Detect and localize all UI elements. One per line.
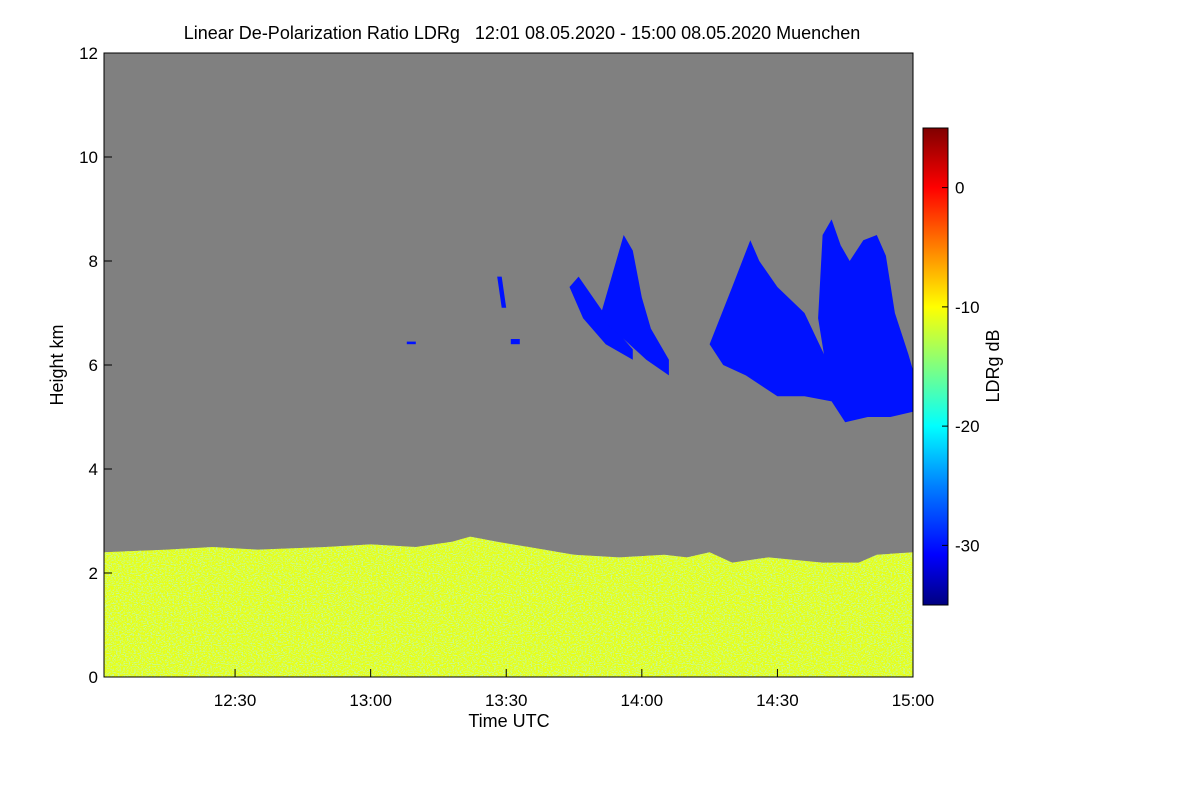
cirrus-cloud-5 <box>497 276 507 308</box>
cirrus-cloud-2 <box>709 240 832 402</box>
colorbar-tick-label: -10 <box>955 298 980 317</box>
boundary-layer-texture <box>104 536 913 677</box>
x-tick-label: 14:30 <box>756 691 799 710</box>
y-tick-label: 10 <box>79 148 98 167</box>
cirrus-cloud-3 <box>818 219 913 423</box>
boundary-layer <box>104 536 913 677</box>
y-tick-label: 2 <box>89 564 98 583</box>
colorbar-tick-label: 0 <box>955 179 964 198</box>
cirrus-cloud-1 <box>601 235 669 376</box>
x-axis: 12:30 13:00 13:30 14:00 14:30 15:00 <box>214 669 934 710</box>
colorbar: 0 -10 -20 -30 LDRg dB <box>922 127 1003 606</box>
colorbar-ticks: 0 -10 -20 -30 <box>942 179 980 555</box>
colorbar-tick-label: -20 <box>955 417 980 436</box>
y-tick-label: 0 <box>89 668 98 687</box>
y-axis: 0 2 4 6 8 10 12 <box>79 44 112 687</box>
x-tick-label: 13:00 <box>349 691 392 710</box>
y-tick-label: 4 <box>89 460 98 479</box>
colorbar-label: LDRg dB <box>983 329 1003 402</box>
colorbar-tick-label: -30 <box>955 536 980 555</box>
x-axis-label: Time UTC <box>468 711 549 731</box>
y-tick-label: 8 <box>89 252 98 271</box>
x-tick-label: 14:00 <box>621 691 664 710</box>
chart-title: Linear De-Polarization Ratio LDRg 12:01 … <box>184 23 860 43</box>
cirrus-cloud-6 <box>406 341 416 345</box>
cirrus-cloud-4 <box>510 339 520 345</box>
x-tick-label: 15:00 <box>892 691 935 710</box>
x-tick-label: 12:30 <box>214 691 257 710</box>
cirrus-cloud-layer <box>406 219 913 423</box>
colorbar-gradient <box>922 127 949 606</box>
y-tick-label: 12 <box>79 44 98 63</box>
cirrus-cloud-0 <box>569 276 633 360</box>
plot-area <box>104 53 913 677</box>
x-tick-label: 13:30 <box>485 691 528 710</box>
y-axis-label: Height km <box>47 324 67 405</box>
y-tick-label: 6 <box>89 356 98 375</box>
